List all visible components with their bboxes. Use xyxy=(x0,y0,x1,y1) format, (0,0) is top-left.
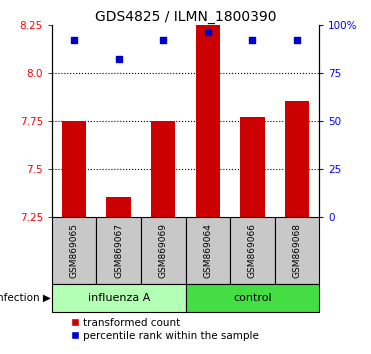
Text: infection ▶: infection ▶ xyxy=(0,293,51,303)
Legend: transformed count, percentile rank within the sample: transformed count, percentile rank withi… xyxy=(70,318,259,341)
Bar xyxy=(196,25,220,217)
Text: GSM869066: GSM869066 xyxy=(248,223,257,278)
Text: GSM869067: GSM869067 xyxy=(114,223,123,278)
Text: GSM869068: GSM869068 xyxy=(292,223,301,278)
Text: GSM869064: GSM869064 xyxy=(203,223,212,278)
Point xyxy=(249,37,255,43)
Text: influenza A: influenza A xyxy=(88,293,150,303)
Text: GSM869065: GSM869065 xyxy=(70,223,79,278)
Bar xyxy=(240,117,265,217)
Bar xyxy=(141,217,186,284)
Bar xyxy=(106,198,131,217)
Bar xyxy=(62,121,86,217)
Bar xyxy=(52,217,96,284)
Bar xyxy=(186,217,230,284)
Point xyxy=(116,56,122,62)
Point xyxy=(71,37,77,43)
Bar xyxy=(96,217,141,284)
Bar xyxy=(275,217,319,284)
Point xyxy=(294,37,300,43)
Bar xyxy=(230,217,275,284)
Point xyxy=(205,30,211,35)
Bar xyxy=(52,284,186,313)
Title: GDS4825 / ILMN_1800390: GDS4825 / ILMN_1800390 xyxy=(95,10,276,24)
Bar xyxy=(285,102,309,217)
Point xyxy=(160,37,166,43)
Bar xyxy=(186,284,319,313)
Bar xyxy=(151,121,175,217)
Text: GSM869069: GSM869069 xyxy=(159,223,168,278)
Text: control: control xyxy=(233,293,272,303)
